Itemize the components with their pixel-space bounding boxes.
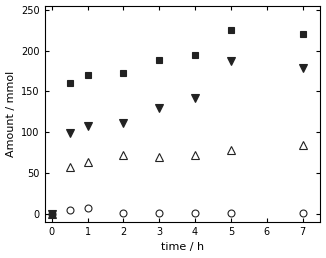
- X-axis label: time / h: time / h: [161, 243, 204, 252]
- Y-axis label: Amount / mmol: Amount / mmol: [6, 71, 16, 157]
